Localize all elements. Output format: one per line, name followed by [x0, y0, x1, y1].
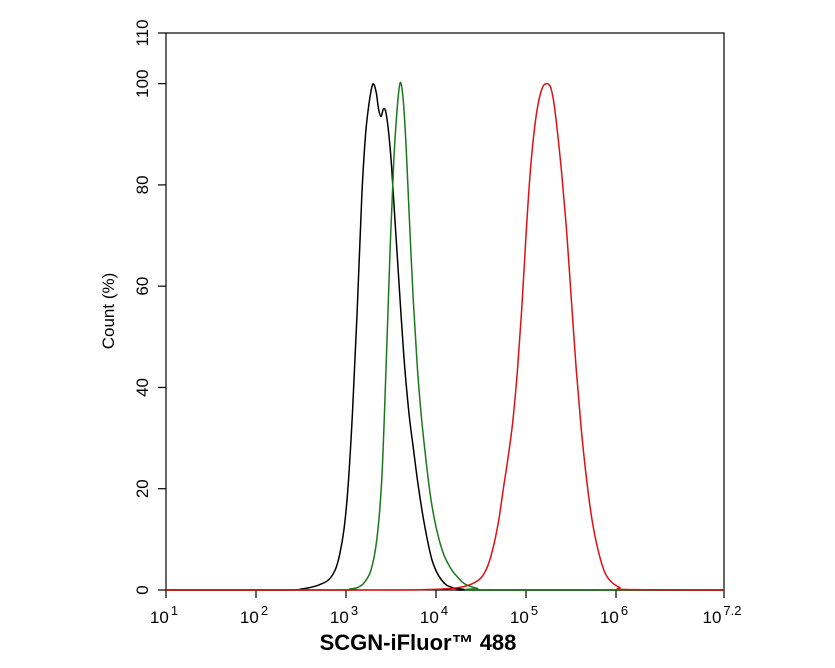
x-axis-title: SCGN-iFluor™ 488	[320, 630, 517, 655]
y-axis-ticks: 0 20 40 60 80 100 110	[133, 19, 166, 595]
x-tick-exponent: 4	[441, 603, 448, 618]
y-tick-label: 60	[133, 277, 152, 296]
x-tick-base: 10	[510, 608, 529, 627]
x-tick-base: 10	[703, 608, 722, 627]
x-tick-base: 10	[600, 608, 619, 627]
x-tick-label: 10 2	[240, 603, 268, 627]
y-tick-label: 110	[133, 19, 152, 46]
y-tick-label: 80	[133, 175, 152, 194]
series-lines	[166, 81, 725, 591]
x-tick-label: 10 1	[150, 603, 178, 627]
y-tick-label: 40	[133, 378, 152, 397]
series-line-3	[166, 82, 725, 591]
x-tick-label: 10 6	[600, 603, 628, 627]
x-tick-exponent: 7.2	[723, 603, 741, 618]
x-tick-exponent: 1	[171, 603, 178, 618]
x-tick-label: 10 5	[510, 603, 538, 627]
x-tick-base: 10	[330, 608, 349, 627]
x-tick-label: 10 7.2	[703, 603, 742, 627]
series-line-1	[166, 82, 724, 591]
x-tick-label: 10 3	[330, 603, 358, 627]
y-tick-label: 20	[133, 479, 152, 498]
series-line-2	[166, 81, 724, 591]
x-axis-ticks: 10 1 10 2 10 3 10 4 10 5 10 6 10 7.2	[150, 590, 742, 627]
x-tick-exponent: 6	[621, 603, 628, 618]
x-tick-exponent: 3	[351, 603, 358, 618]
x-tick-base: 10	[150, 608, 169, 627]
plot-frame	[165, 32, 725, 591]
y-tick-label: 100	[133, 69, 152, 97]
y-axis-title: Count (%)	[99, 273, 118, 350]
x-tick-base: 10	[420, 608, 439, 627]
x-tick-label: 10 4	[420, 603, 448, 627]
y-tick-label: 0	[133, 585, 152, 594]
x-tick-exponent: 5	[531, 603, 538, 618]
x-tick-base: 10	[240, 608, 259, 627]
x-tick-exponent: 2	[261, 603, 268, 618]
